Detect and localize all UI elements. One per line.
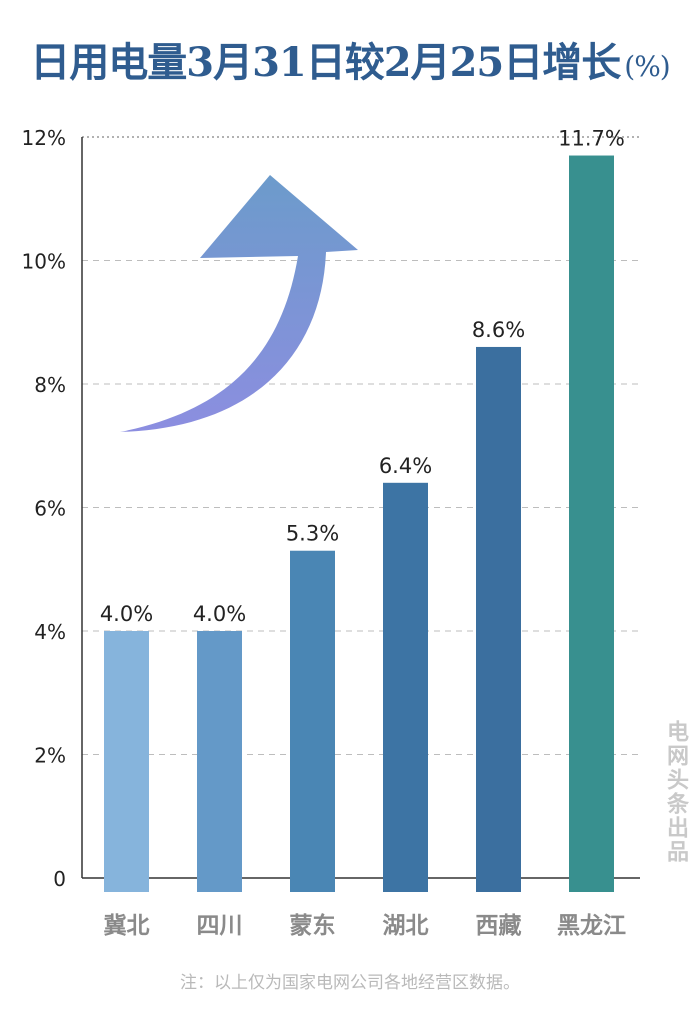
- x-category-label: 四川: [197, 913, 243, 939]
- bar: [569, 155, 614, 892]
- bar-value-label: 5.3%: [286, 522, 339, 546]
- x-category-label: 西藏: [476, 913, 522, 939]
- chart-title: 日用电量3月31日较2月25日增长 (%): [0, 30, 700, 88]
- bar-value-label: 6.4%: [379, 454, 432, 478]
- bar: [476, 346, 521, 892]
- y-tick-label: 2%: [34, 744, 66, 768]
- footnote: 注：以上仅为国家电网公司各地经营区数据。: [180, 973, 520, 993]
- y-tick-label: 6%: [34, 497, 66, 521]
- y-tick-label: 0: [53, 867, 66, 891]
- y-tick-label: 12%: [22, 126, 66, 150]
- x-category-label: 黑龙江: [557, 913, 626, 939]
- bar: [383, 482, 428, 892]
- y-tick-label: 10%: [22, 250, 66, 274]
- watermark: 电网头条出品: [663, 720, 689, 864]
- trend-arrow-icon: [120, 175, 358, 432]
- x-category-label: 湖北: [383, 913, 429, 939]
- chart-title-text: 日用电量3月31日较2月25日增长: [30, 39, 621, 86]
- bar-value-label: 8.6%: [472, 318, 525, 342]
- bar-value-label: 11.7%: [558, 127, 625, 151]
- bar-value-label: 4.0%: [100, 602, 153, 626]
- x-category-label: 冀北: [104, 913, 150, 939]
- bar: [290, 550, 335, 892]
- chart-title-unit: (%): [624, 50, 670, 83]
- bar: [197, 631, 242, 892]
- bar: [104, 631, 149, 892]
- bar-value-label: 4.0%: [193, 602, 246, 626]
- y-tick-label: 4%: [34, 620, 66, 644]
- x-category-label: 蒙东: [290, 912, 336, 939]
- y-tick-label: 8%: [34, 373, 66, 397]
